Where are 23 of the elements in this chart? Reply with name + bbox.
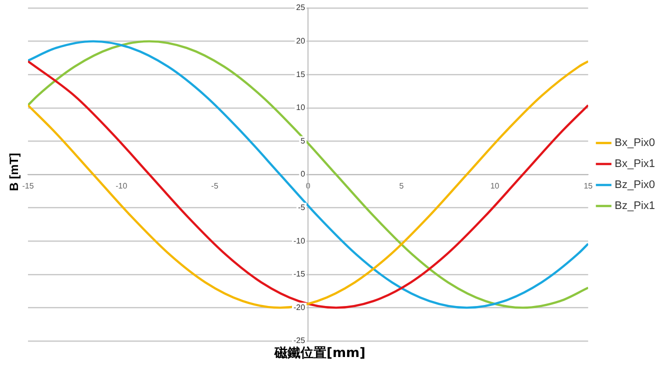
y-axis-title: B [mT]	[7, 152, 21, 193]
legend-label: Bx_Pix1	[614, 158, 656, 170]
legend-label: Bz_Pix0	[614, 179, 656, 192]
x-tick-label: -5	[211, 182, 219, 191]
y-tick-label: -5	[298, 203, 306, 212]
x-tick-label: 5	[399, 182, 404, 191]
legend-label: Bx_Pix0	[614, 137, 656, 150]
x-axis-title: 磁鐵位置[mm]	[273, 345, 366, 362]
y-tick-label: -25	[294, 336, 306, 346]
y-tick-label: -20	[294, 302, 306, 312]
x-tick-label: 10	[490, 182, 500, 191]
x-tick-label: -15	[22, 182, 34, 191]
y-tick-label: 20	[296, 36, 306, 46]
y-tick-label: 0	[300, 170, 306, 179]
y-tick-label: -15	[294, 270, 306, 279]
y-tick-label: 15	[296, 70, 306, 79]
y-tick-label: 5	[300, 136, 306, 146]
x-tick-label: -10	[116, 182, 128, 191]
y-tick-label: 10	[296, 103, 306, 112]
x-tick-label: 15	[584, 182, 594, 191]
legend-label: Bz_Pix1	[614, 200, 656, 212]
y-tick-label: -10	[294, 236, 306, 246]
y-tick-label: 25	[296, 3, 306, 12]
